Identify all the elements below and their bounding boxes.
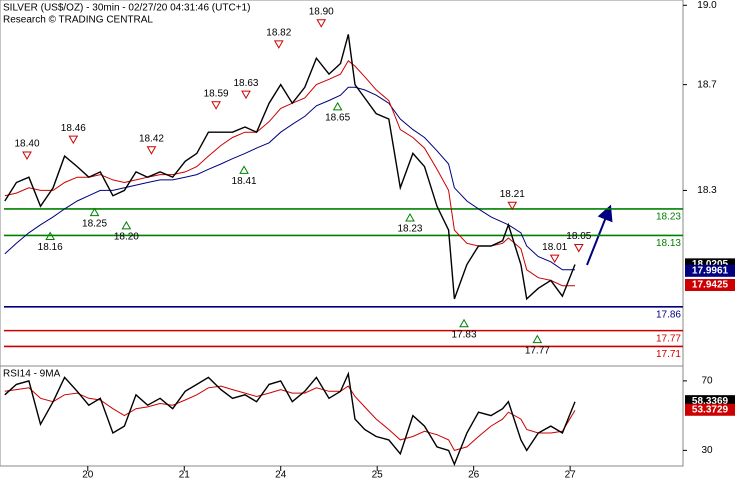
price-badge — [685, 264, 735, 277]
price-badge-label: 58.3369 — [692, 396, 729, 407]
high-label: 18.21 — [500, 189, 525, 200]
high-marker — [22, 151, 32, 160]
low-label: 18.65 — [325, 113, 350, 124]
low-label: 17.83 — [451, 329, 476, 340]
high-marker — [211, 101, 221, 110]
low-marker — [121, 220, 132, 230]
high-label: 18.59 — [204, 88, 229, 99]
high-label: 18.01 — [542, 242, 567, 253]
low-label: 18.41 — [232, 176, 257, 187]
low-label: 18.20 — [114, 232, 139, 243]
y-tick-label: 18.3 — [697, 185, 717, 196]
high-label: 18.63 — [233, 78, 258, 89]
price-badge-label: 17.9961 — [692, 265, 729, 276]
high-marker — [507, 201, 518, 211]
high-marker — [573, 244, 584, 253]
x-tick-label: 24 — [275, 470, 287, 480]
low-marker — [45, 231, 56, 240]
x-tick-label: 21 — [179, 470, 191, 480]
level-label: 17.86 — [656, 309, 681, 320]
price-badge-label: 53.3729 — [692, 404, 729, 415]
y-tick-label: 18.7 — [697, 79, 717, 90]
chart-title: SILVER (US$/OZ) - 30min - 02/27/20 04:31… — [3, 3, 250, 14]
low-marker — [332, 101, 343, 111]
high-label: 18.46 — [61, 123, 86, 134]
high-marker — [316, 19, 327, 28]
price-badge-label: 17.9425 — [692, 280, 729, 291]
low-label: 17.77 — [525, 345, 550, 356]
price-badge — [685, 403, 735, 416]
series-line — [4, 34, 576, 301]
rsi-title: RSI14 - 9MA — [3, 369, 61, 380]
high-label: 18.82 — [266, 28, 291, 39]
series-line — [4, 385, 576, 451]
level-label: 18.23 — [656, 212, 681, 223]
y-tick-label: 70 — [701, 376, 713, 387]
x-tick-label: 20 — [82, 470, 94, 480]
projection-arrow — [586, 204, 613, 266]
chart-subtitle: Research © TRADING CENTRAL — [3, 15, 153, 26]
high-label: 18.05 — [566, 231, 591, 242]
price-badge — [685, 278, 735, 291]
low-label: 18.23 — [397, 224, 422, 235]
x-tick-label: 27 — [565, 470, 577, 480]
high-marker — [273, 40, 284, 49]
high-marker — [549, 254, 560, 264]
low-marker — [405, 212, 415, 222]
low-label: 18.25 — [82, 218, 107, 229]
high-marker — [146, 146, 157, 155]
series-line — [4, 86, 575, 271]
high-marker — [68, 135, 79, 145]
high-label: 18.40 — [14, 139, 39, 150]
high-label: 18.42 — [139, 133, 164, 144]
low-marker — [532, 334, 543, 344]
price-badge-label: 18.0205 — [692, 259, 729, 270]
x-tick-label: 25 — [372, 470, 384, 480]
high-label: 18.90 — [309, 6, 334, 17]
high-marker — [241, 90, 251, 100]
low-marker — [89, 207, 100, 217]
y-tick-label: 19.0 — [697, 0, 717, 11]
level-label: 18.13 — [656, 238, 681, 249]
x-tick-label: 26 — [468, 470, 480, 480]
y-tick-label: 30 — [701, 445, 713, 456]
low-marker — [239, 165, 249, 174]
low-label: 18.16 — [38, 242, 63, 253]
low-marker — [459, 318, 469, 328]
series-line — [4, 371, 576, 467]
level-label: 17.71 — [656, 349, 681, 360]
level-label: 17.77 — [656, 333, 681, 344]
